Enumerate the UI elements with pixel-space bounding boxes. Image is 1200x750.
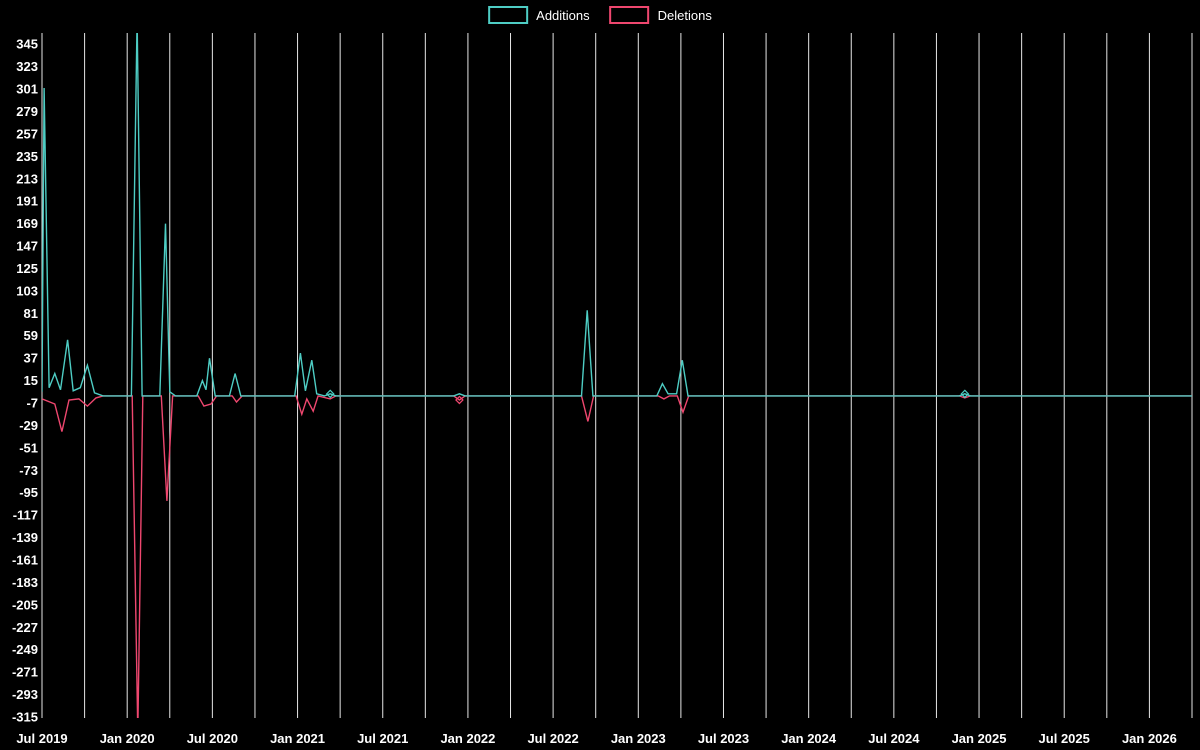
- deletions-point-marker: [455, 395, 464, 405]
- legend-label-additions: Additions: [536, 7, 590, 23]
- svg-text:-161: -161: [12, 553, 38, 568]
- additions-point-marker: [960, 389, 970, 399]
- svg-text:-73: -73: [19, 463, 38, 478]
- svg-text:Jul 2019: Jul 2019: [16, 731, 67, 746]
- svg-text:235: 235: [16, 149, 38, 164]
- additions-swatch: [488, 6, 529, 24]
- svg-text:-315: -315: [12, 709, 38, 724]
- svg-text:213: 213: [16, 171, 38, 186]
- svg-text:279: 279: [16, 104, 38, 119]
- svg-text:Jul 2023: Jul 2023: [698, 731, 749, 746]
- svg-text:-293: -293: [12, 687, 38, 702]
- svg-text:323: 323: [16, 59, 38, 74]
- svg-text:Jan 2023: Jan 2023: [611, 731, 666, 746]
- svg-text:Jul 2025: Jul 2025: [1039, 731, 1090, 746]
- svg-text:-29: -29: [19, 418, 38, 433]
- svg-text:191: 191: [16, 194, 38, 209]
- deletions-swatch: [609, 6, 650, 24]
- svg-text:-227: -227: [12, 620, 38, 635]
- additions-point-marker: [325, 389, 335, 399]
- svg-text:-117: -117: [13, 508, 38, 523]
- svg-text:-271: -271: [12, 665, 38, 680]
- svg-text:301: 301: [16, 82, 38, 97]
- svg-text:Jan 2026: Jan 2026: [1122, 731, 1177, 746]
- svg-text:Jan 2025: Jan 2025: [952, 731, 1007, 746]
- svg-text:169: 169: [16, 216, 38, 231]
- svg-text:257: 257: [16, 126, 38, 141]
- svg-text:125: 125: [16, 261, 38, 276]
- svg-text:81: 81: [24, 306, 38, 321]
- svg-text:59: 59: [24, 328, 38, 343]
- additions-line: [42, 33, 1192, 397]
- svg-text:15: 15: [24, 373, 38, 388]
- svg-text:103: 103: [16, 283, 38, 298]
- y-tick-labels: 345 323 301 279 257 235 213 191 169 147 125 103 81 59…: [12, 37, 38, 725]
- svg-text:-139: -139: [12, 530, 38, 545]
- svg-text:37: 37: [24, 351, 38, 366]
- legend-item-additions: Additions: [488, 6, 590, 24]
- svg-text:-249: -249: [12, 642, 38, 657]
- svg-text:-205: -205: [12, 597, 38, 612]
- svg-text:Jan 2024: Jan 2024: [781, 731, 837, 746]
- svg-text:Jan 2020: Jan 2020: [100, 731, 155, 746]
- svg-text:-7: -7: [26, 396, 38, 411]
- svg-text:Jul 2020: Jul 2020: [187, 731, 238, 746]
- svg-text:147: 147: [16, 239, 38, 254]
- svg-text:Jul 2024: Jul 2024: [868, 731, 920, 746]
- legend-item-deletions: Deletions: [609, 6, 712, 24]
- svg-text:Jul 2022: Jul 2022: [527, 731, 578, 746]
- svg-text:Jul 2021: Jul 2021: [357, 731, 408, 746]
- svg-text:-51: -51: [19, 440, 38, 455]
- legend-label-deletions: Deletions: [657, 7, 712, 23]
- svg-text:345: 345: [16, 37, 38, 52]
- svg-text:Jan 2022: Jan 2022: [440, 731, 495, 746]
- chart-legend: Additions Deletions: [488, 6, 712, 24]
- svg-text:-183: -183: [12, 575, 38, 590]
- svg-text:-95: -95: [19, 485, 38, 500]
- x-gridlines: [41, 33, 1193, 718]
- deletions-line: [42, 395, 1192, 718]
- svg-text:Jan 2021: Jan 2021: [270, 731, 325, 746]
- x-tick-labels: Jul 2019 Jan 2020 Jul 2020 Jan 2021 Jul 2021…: [16, 731, 1177, 746]
